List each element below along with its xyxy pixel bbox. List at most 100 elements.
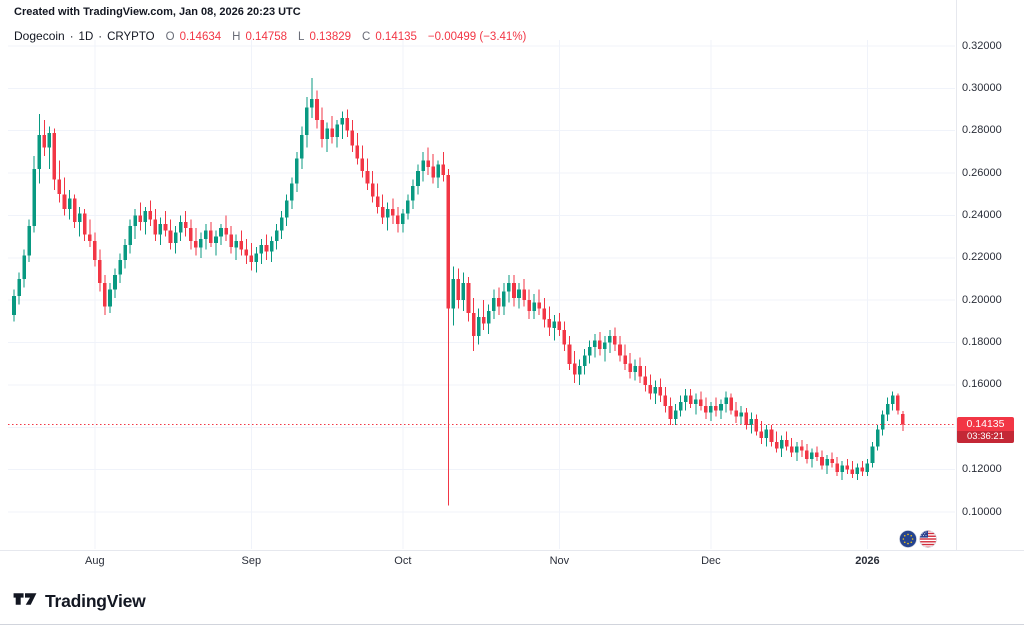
candle-body	[486, 310, 491, 324]
candle-body	[229, 234, 233, 248]
low-label: L	[298, 31, 305, 43]
time-axis-label: Dec	[701, 555, 721, 567]
candle-body	[587, 346, 592, 356]
candle-body	[305, 107, 309, 135]
tradingview-logo[interactable]: TradingView	[12, 589, 146, 614]
candle-body	[542, 308, 547, 320]
candle-body	[163, 223, 168, 231]
candle-body	[633, 365, 637, 373]
change-value: −0.00499 (−3.41%)	[427, 31, 527, 43]
candle-body	[628, 363, 632, 373]
candle-body	[214, 236, 218, 243]
candle-body	[224, 228, 228, 235]
candle-body	[577, 365, 582, 375]
price-axis-label: 0.20000	[962, 293, 1002, 306]
candle-body	[254, 253, 259, 263]
flag-icon-us	[919, 530, 937, 548]
candle-body	[461, 283, 466, 301]
candle-body	[370, 183, 375, 197]
candle-body	[749, 418, 754, 426]
high-label: H	[232, 31, 241, 43]
candle-body	[103, 283, 107, 307]
candle-body	[779, 440, 784, 449]
candle-body	[385, 209, 390, 218]
symbol-name[interactable]: Dogecoin	[14, 29, 65, 43]
candle-body	[234, 240, 238, 248]
attribution-text: Created with TradingView.com, Jan 08, 20…	[14, 6, 301, 18]
open-label: O	[165, 31, 175, 43]
candle-body	[784, 440, 789, 447]
chart-legend: Dogecoin · 1D · CRYPTO O 0.14634 H 0.14758…	[14, 29, 526, 43]
candle-body	[719, 404, 723, 411]
candle-body	[688, 395, 693, 404]
candle-body	[885, 404, 890, 415]
candle-body	[345, 118, 350, 131]
candle-body	[769, 429, 774, 443]
candle-body	[648, 384, 653, 394]
candle-body	[875, 429, 880, 447]
candle-body	[320, 120, 324, 140]
time-axis[interactable]: Aug Sep Oct Nov Dec 2026	[0, 551, 956, 573]
candle-body	[350, 130, 355, 146]
candle-body	[98, 259, 102, 284]
candle-body	[582, 355, 587, 366]
candle-body	[795, 446, 799, 453]
candle-body	[815, 452, 819, 457]
candle-body	[330, 128, 334, 138]
candle-body	[673, 410, 678, 419]
price-axis-label: 0.10000	[962, 505, 1002, 518]
high-value: 0.14758	[245, 31, 288, 43]
candle-body	[774, 442, 779, 449]
candle-body	[310, 99, 314, 108]
candle-body	[593, 340, 597, 347]
candle-body	[133, 215, 137, 227]
candle-body	[901, 413, 905, 425]
candle-body	[188, 228, 193, 241]
candle-body	[325, 128, 329, 140]
price-axis-label: 0.28000	[962, 124, 1002, 137]
price-axis-label: 0.16000	[962, 378, 1002, 391]
candle-body	[178, 221, 183, 233]
candle-body	[128, 226, 132, 246]
candle-body	[522, 289, 526, 301]
candle-body	[800, 446, 804, 451]
price-axis-label: 0.32000	[962, 39, 1002, 52]
candle-body	[820, 456, 824, 466]
candle-body	[153, 219, 158, 235]
candle-body	[17, 279, 21, 296]
candle-body	[269, 240, 274, 252]
price-axis-label: 0.12000	[962, 463, 1002, 476]
candle-body	[390, 209, 395, 216]
flag-icon-eu	[899, 530, 917, 548]
low-value: 0.13829	[309, 31, 352, 43]
candle-body	[396, 215, 400, 224]
candle-body	[507, 283, 511, 292]
candle-body	[638, 365, 642, 377]
candle-body	[608, 336, 612, 343]
candle-body	[274, 230, 279, 241]
candle-body	[32, 168, 36, 227]
candle-body	[754, 418, 759, 432]
market-label[interactable]: CRYPTO	[107, 31, 155, 43]
candle-body	[598, 340, 602, 349]
candle-body	[219, 228, 223, 237]
candle-body	[603, 342, 607, 349]
candle-body	[239, 240, 243, 250]
price-axis[interactable]: 0.32000 0.30000 0.28000 0.26000 0.24000 0.220…	[957, 0, 1024, 550]
close-label: C	[362, 31, 371, 43]
candle-body	[668, 406, 673, 419]
candle-body	[734, 410, 738, 417]
candle-body	[168, 230, 173, 243]
candle-body	[704, 406, 708, 413]
candle-body	[93, 240, 97, 260]
candle-body	[173, 232, 178, 243]
candle-body	[724, 397, 728, 404]
candle-body	[72, 198, 77, 222]
candle-body	[12, 295, 16, 315]
candle-body	[77, 213, 82, 222]
interval-label[interactable]: 1D	[78, 31, 94, 43]
candle-body	[82, 213, 87, 235]
candle-body	[284, 200, 289, 218]
